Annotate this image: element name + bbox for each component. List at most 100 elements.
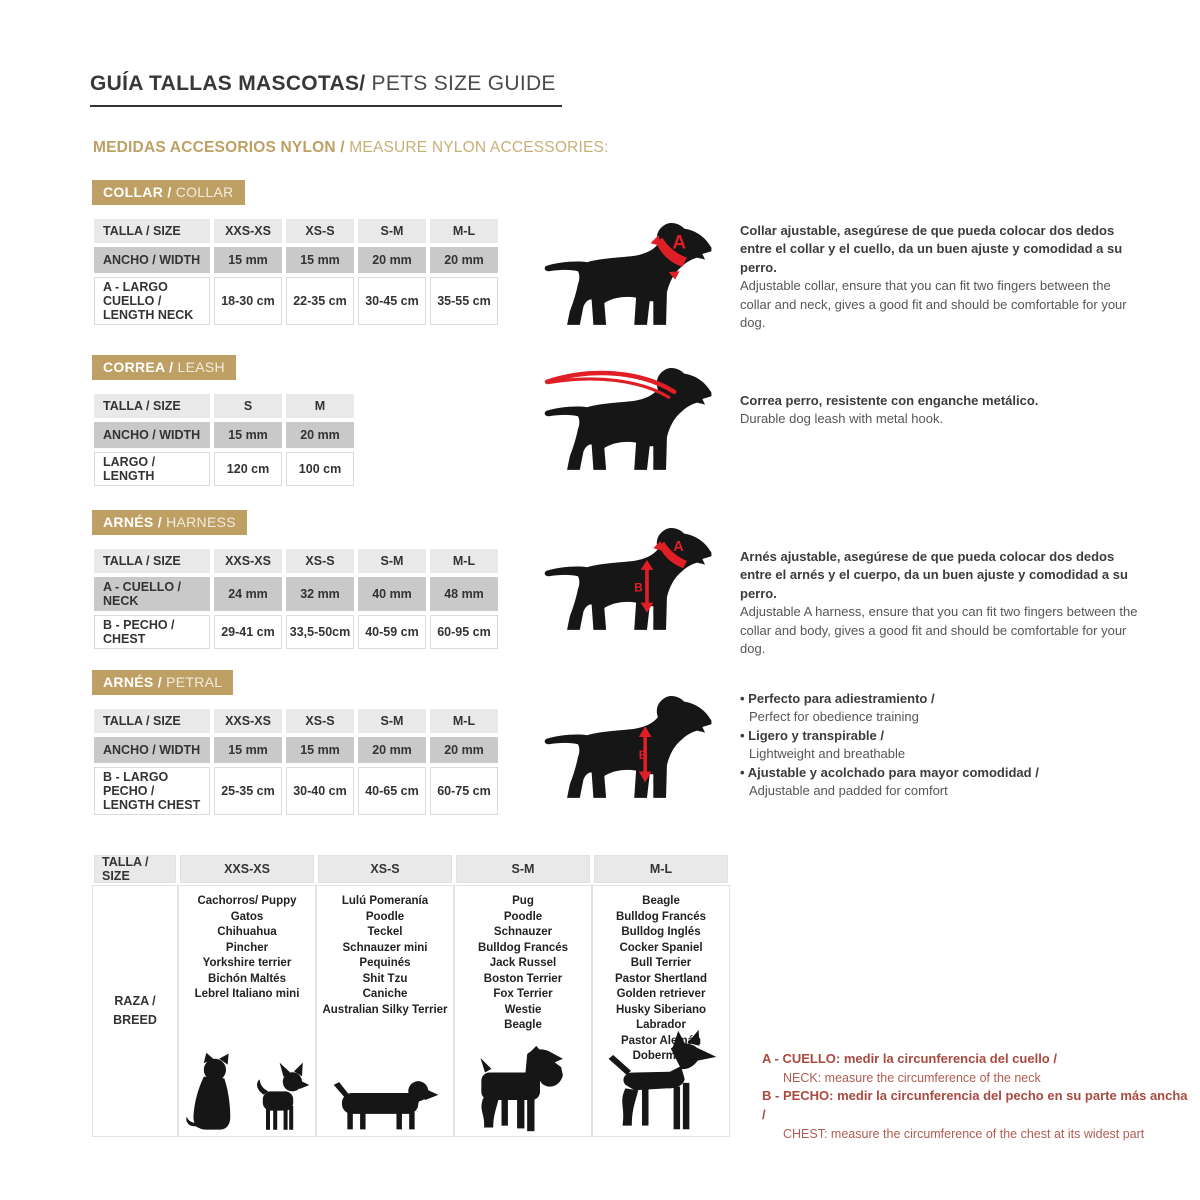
leash-description: Correa perro, resistente con enganche me… <box>740 392 1142 429</box>
breed-item: Pastor Shertland <box>614 972 708 985</box>
breed-item: Lulú Pomeranía <box>341 895 429 907</box>
leash-tag-en: LEASH <box>173 359 225 375</box>
leash-dog-illustration <box>533 360 721 478</box>
animal-silhouettes <box>317 1073 453 1133</box>
collar-tag-en: COLLAR <box>171 184 234 200</box>
table-value-cell: 120 cm <box>212 450 284 488</box>
breed-item: Cachorros/ Puppy <box>197 895 297 907</box>
table-value-cell: 100 cm <box>284 450 356 488</box>
breed-item: Fox Terrier <box>493 988 553 1000</box>
table-label-cell: B - LARGO PECHO / LENGTH CHEST <box>92 765 212 817</box>
breed-column-xs-s: Lulú Pomeranía Poodle Teckel Schnauzer mini… <box>316 885 454 1137</box>
page-subtitle-en: MEASURE NYLON ACCESSORIES: <box>349 139 609 156</box>
breed-item: Husky Siberiano <box>615 1003 707 1016</box>
table-header-cell: M-L <box>428 547 500 575</box>
breed-header-cell: M-L <box>592 853 730 885</box>
dog-silhouette-leash-icon <box>544 368 712 470</box>
table-value-cell: 20 mm <box>428 245 500 275</box>
section-harness: ARNÉS / HARNESS TALLA / SIZE XXS-XS XS-S… <box>92 510 500 651</box>
breed-list: Lulú Pomeranía Poodle Teckel Schnauzer mini… <box>317 894 453 1018</box>
measure-notes: A - CUELLO: medir la circunferencia del … <box>762 1050 1192 1143</box>
breed-item: Pincher <box>225 941 269 954</box>
table-header-cell: XXS-XS <box>212 217 284 245</box>
leash-tag: CORREA / LEASH <box>92 355 236 380</box>
petral-bullet-en: Adjustable and padded for comfort <box>749 783 948 799</box>
animal-silhouettes <box>593 1029 729 1133</box>
breed-item: Poodle <box>365 910 405 923</box>
breed-item: Boston Terrier <box>483 972 563 985</box>
table-label-cell: A - CUELLO / NECK <box>92 575 212 613</box>
neck-mark-label: A <box>673 539 684 555</box>
harness-description: Arnés ajustable, asegúrese de que pueda … <box>740 548 1142 659</box>
table-value-cell: 60-75 cm <box>428 765 500 817</box>
petral-bullet: Perfecto para adiestramiento / Perfect f… <box>740 690 1150 727</box>
petral-bullet-es: Ajustable y acolchado para mayor comodid… <box>740 764 1150 782</box>
neck-mark-label: A <box>672 233 686 254</box>
petral-feature-list: Perfecto para adiestramiento / Perfect f… <box>740 690 1150 801</box>
petral-bullet-en: Perfect for obedience training <box>749 709 919 725</box>
breed-list: Cachorros/ Puppy Gatos Chihuahua Pincher Yor… <box>179 894 315 1003</box>
table-value-cell: 15 mm <box>212 735 284 765</box>
table-header-cell: XS-S <box>284 547 356 575</box>
table-value-cell: 18-30 cm <box>212 275 284 327</box>
petral-bullet: Ligero y transpirable / Lightweight and … <box>740 727 1150 764</box>
breed-header-cell: XXS-XS <box>178 853 316 885</box>
breed-item: Gatos <box>230 910 264 923</box>
note-b-en: CHEST: measure the circumference of the … <box>783 1126 1145 1141</box>
petral-tag-es: ARNÉS / <box>103 674 162 690</box>
table-header-cell: M-L <box>428 707 500 735</box>
table-value-cell: 60-95 cm <box>428 613 500 651</box>
breed-row-label-line2: BREED <box>113 1013 157 1027</box>
table-value-cell: 20 mm <box>428 735 500 765</box>
chest-mark-label: B <box>634 581 643 595</box>
breed-item: Bulldog Francés <box>615 910 707 923</box>
table-header-cell: TALLA / SIZE <box>92 707 212 735</box>
breed-item: Australian Silky Terrier <box>322 1003 448 1016</box>
table-value-cell: 22-35 cm <box>284 275 356 327</box>
page-subtitle-es: MEDIDAS ACCESORIOS NYLON / <box>93 139 350 156</box>
petral-dog-illustration: B <box>533 688 721 806</box>
breed-header-cell: TALLA / SIZE <box>92 853 178 885</box>
leash-description-es: Correa perro, resistente con enganche me… <box>740 393 1039 408</box>
breed-item: Schnauzer mini <box>342 941 428 954</box>
harness-tag: ARNÉS / HARNESS <box>92 510 247 535</box>
section-petral: ARNÉS / PETRAL TALLA / SIZE XXS-XS XS-S … <box>92 670 500 817</box>
doberman-silhouette-icon <box>608 1029 717 1130</box>
petral-tag: ARNÉS / PETRAL <box>92 670 234 695</box>
breed-item: Jack Russel <box>489 957 557 969</box>
breed-item: Bichón Maltés <box>208 972 286 985</box>
petral-bullet-es: Ligero y transpirable / <box>740 727 1150 745</box>
breed-item: Pug <box>512 895 534 907</box>
breed-size-table: TALLA / SIZE XXS-XS XS-S S-M M-L RAZA / … <box>92 853 730 1137</box>
table-value-cell: 32 mm <box>284 575 356 613</box>
chest-mark-label: B <box>639 748 648 762</box>
table-value-cell: 40 mm <box>356 575 428 613</box>
schnauzer-silhouette-icon <box>480 1045 564 1132</box>
table-value-cell: 20 mm <box>356 245 428 275</box>
table-label-cell: A - LARGO CUELLO / LENGTH NECK <box>92 275 212 327</box>
breed-column-xxs-xs: Cachorros/ Puppy Gatos Chihuahua Pincher Yor… <box>178 885 316 1137</box>
table-label-cell: ANCHO / WIDTH <box>92 735 212 765</box>
breed-item: Bull Terrier <box>630 957 692 969</box>
harness-dog-illustration: A B <box>533 520 721 638</box>
table-value-cell: 25-35 cm <box>212 765 284 817</box>
table-label-cell: LARGO / LENGTH <box>92 450 212 488</box>
note-b-es: B - PECHO: medir la circunferencia del p… <box>762 1087 1188 1122</box>
table-value-cell: 29-41 cm <box>212 613 284 651</box>
collar-description-en: Adjustable collar, ensure that you can f… <box>740 278 1127 331</box>
table-header-cell: S-M <box>356 547 428 575</box>
table-value-cell: 24 mm <box>212 575 284 613</box>
petral-bullet: Ajustable y acolchado para mayor comodid… <box>740 764 1150 801</box>
breed-item: Chihuahua <box>217 926 277 938</box>
breed-item: Beagle <box>642 895 680 907</box>
table-value-cell: 48 mm <box>428 575 500 613</box>
breed-item: Westie <box>504 1003 542 1016</box>
table-header-cell: M <box>284 392 356 420</box>
breed-item: Bulldog Francés <box>477 941 569 954</box>
petral-bullet-es: Perfecto para adiestramiento / <box>740 690 1150 708</box>
page-title: GUÍA TALLAS MASCOTAS/ PETS SIZE GUIDE <box>90 72 562 107</box>
collar-tag-es: COLLAR / <box>103 184 172 200</box>
table-value-cell: 15 mm <box>284 735 356 765</box>
table-value-cell: 15 mm <box>284 245 356 275</box>
